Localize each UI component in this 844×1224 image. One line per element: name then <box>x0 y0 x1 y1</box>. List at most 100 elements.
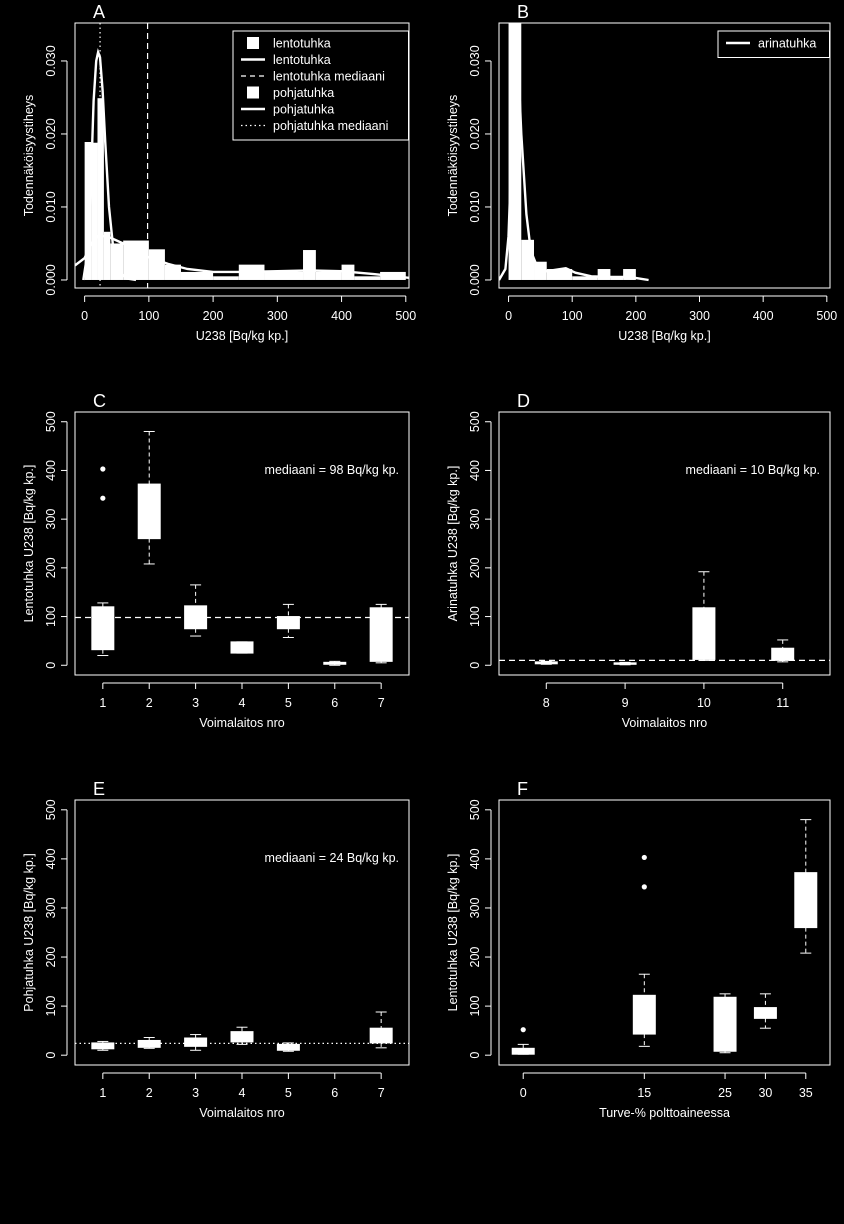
box <box>713 993 737 1054</box>
histogram-bar <box>84 141 92 280</box>
x-tick-label: 1 <box>99 1086 106 1100</box>
outlier-point <box>641 854 647 861</box>
x-tick-label: 10 <box>697 696 711 710</box>
y-tick-label: 400 <box>468 848 482 869</box>
y-axis-label: Lentotuhka U238 [Bq/kg kp.] <box>446 854 460 1012</box>
box-body <box>230 1031 254 1043</box>
x-tick-label: 400 <box>753 309 774 323</box>
plot-frame <box>74 411 410 676</box>
y-axis: 0 100 200 300 400 500 Arinatuhka U238 [Bq/kg k… <box>446 411 492 669</box>
y-axis: 0.000 0.010 0.020 0.030 Todennäköisyystiheys <box>446 45 492 296</box>
x-tick-label: 200 <box>625 309 646 323</box>
legend-entry: lentotuhka <box>273 37 331 51</box>
box <box>276 603 300 638</box>
x-tick-label: 7 <box>378 1086 385 1100</box>
x-tick-label: 4 <box>239 696 246 710</box>
legend-entry: lentotuhka <box>273 53 331 67</box>
box <box>369 603 393 664</box>
x-axis: 8 9 10 11 Voimalaitos nro <box>543 682 789 730</box>
x-tick-label: 5 <box>285 696 292 710</box>
box <box>230 1026 254 1045</box>
x-tick-label: 100 <box>138 309 159 323</box>
legend-square-icon <box>247 86 259 99</box>
box-body <box>534 661 558 665</box>
histogram-bar <box>597 269 611 280</box>
y-tick-label: 0 <box>44 662 58 669</box>
box <box>369 1011 393 1049</box>
density-curve-pohjatuhka <box>82 47 137 282</box>
box-body <box>276 1043 300 1051</box>
panel-letter: B <box>517 2 529 22</box>
box-body <box>369 607 393 662</box>
box <box>91 466 115 657</box>
median-annotation: mediaani = 98 Bq/kg kp. <box>265 463 399 477</box>
x-tick-label: 1 <box>99 696 106 710</box>
x-tick-label: 11 <box>776 696 789 710</box>
outlier-point <box>100 466 106 472</box>
panel-d: D 0 100 200 300 400 500 Arinatuhka U238 [Bq/kg … <box>446 391 831 730</box>
x-tick-label: 30 <box>758 1086 772 1100</box>
y-tick-label: 0 <box>468 1052 482 1059</box>
x-tick-label: 0 <box>505 309 512 323</box>
y-tick-label: 400 <box>44 848 58 869</box>
legend-entry: pohjatuhka mediaani <box>273 119 388 133</box>
x-axis: 0 15 25 30 35 Turve-% polttoaineessa <box>520 1072 813 1120</box>
y-tick-label: 0.030 <box>468 45 482 76</box>
x-tick-label: 3 <box>192 1086 199 1100</box>
y-axis-label: Arinatuhka U238 [Bq/kg kp.] <box>446 466 460 622</box>
plot-frame <box>498 799 831 1066</box>
x-axis-label: U238 [Bq/kg kp.] <box>196 329 288 343</box>
outlier-point <box>100 495 106 501</box>
histogram-bar <box>164 264 181 280</box>
y-tick-label: 100 <box>44 606 58 627</box>
box-body <box>794 872 818 929</box>
x-tick-label: 500 <box>816 309 837 323</box>
box <box>184 1034 208 1051</box>
x-axis-label: Voimalaitos nro <box>199 716 285 730</box>
x-tick-label: 200 <box>203 309 224 323</box>
y-tick-label: 500 <box>44 411 58 432</box>
box <box>91 1040 115 1051</box>
x-tick-label: 0 <box>81 309 88 323</box>
outlier-point <box>520 1027 526 1033</box>
box-body <box>713 996 737 1052</box>
box-body <box>137 483 161 540</box>
plot-frame <box>74 799 410 1066</box>
x-axis-label: Turve-% polttoaineessa <box>599 1106 730 1120</box>
histogram-bar <box>303 250 316 280</box>
box <box>632 854 656 1047</box>
histogram-bar <box>180 271 214 280</box>
y-tick-label: 400 <box>44 460 58 481</box>
y-axis: 0 100 200 300 400 500 Pohjatuhka U238 [Bq/kg k… <box>22 799 68 1059</box>
box <box>794 819 818 954</box>
box-body <box>692 607 716 660</box>
x-tick-label: 0 <box>520 1086 527 1100</box>
x-axis-label: U238 [Bq/kg kp.] <box>618 329 710 343</box>
box <box>613 661 637 666</box>
panel-b: B 0.000 0.010 0.020 0.030 Todennäköisyystihey… <box>446 2 837 343</box>
histogram-bar <box>572 276 598 280</box>
panel-letter: E <box>93 779 105 799</box>
y-tick-label: 400 <box>468 460 482 481</box>
legend: arinatuhka <box>717 30 830 58</box>
histogram-bar <box>315 271 342 280</box>
y-tick-label: 0.030 <box>44 45 58 76</box>
x-tick-label: 5 <box>285 1086 292 1100</box>
y-tick-label: 0 <box>468 662 482 669</box>
plot-area <box>499 23 649 282</box>
y-tick-label: 100 <box>468 996 482 1017</box>
box <box>511 1027 535 1055</box>
box <box>276 1042 300 1052</box>
box-body <box>91 606 115 651</box>
y-tick-label: 0.010 <box>468 191 482 222</box>
y-tick-label: 100 <box>468 606 482 627</box>
plot-area <box>75 430 409 666</box>
legend-entry: lentotuhka mediaani <box>273 70 385 84</box>
x-axis-label: Voimalaitos nro <box>199 1106 285 1120</box>
box-body <box>137 1039 161 1048</box>
box-body <box>511 1047 535 1055</box>
histogram-bar <box>264 271 304 280</box>
x-tick-label: 400 <box>331 309 352 323</box>
x-tick-label: 2 <box>146 1086 153 1100</box>
